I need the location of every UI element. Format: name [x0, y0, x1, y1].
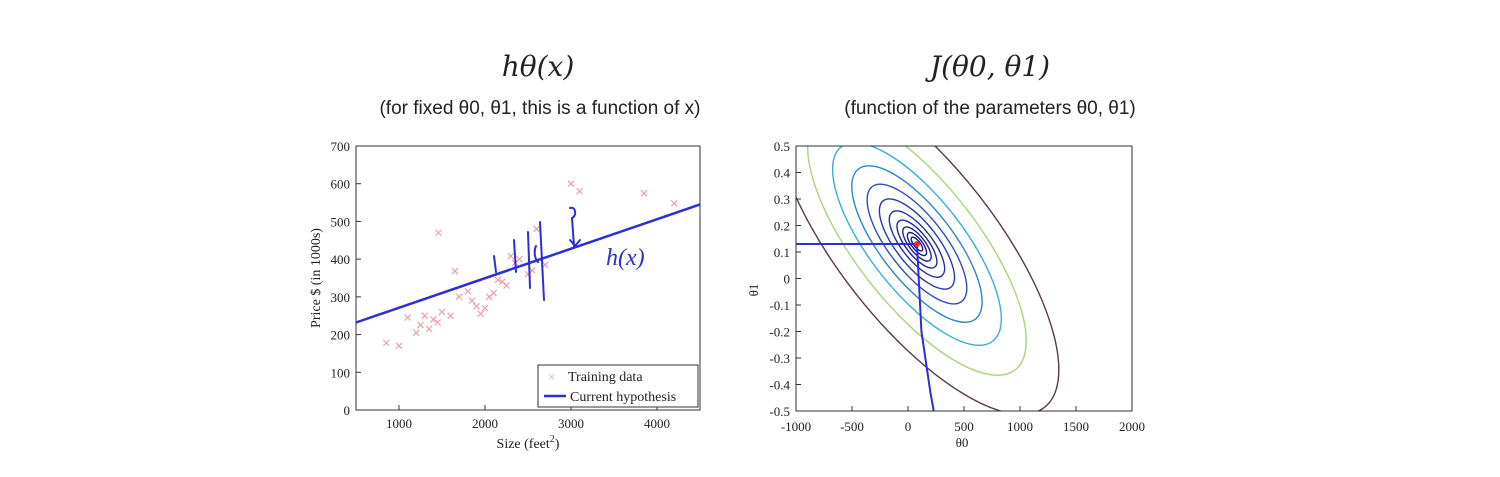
y-tick-label: 0.1: [774, 245, 790, 260]
x-tick-label: 1000: [1007, 419, 1033, 434]
training-data-point: [429, 316, 437, 323]
training-data-point: [404, 314, 412, 322]
contour-line: [878, 198, 956, 290]
training-data-point: [576, 187, 584, 195]
right-x-axis-label: θ0: [956, 435, 969, 450]
h-of-x-annotation: h(x): [606, 245, 645, 271]
x-tick-label: 2000: [1119, 419, 1145, 434]
right-subtitle: (function of the parameters θ0, θ1): [844, 98, 1136, 119]
y-tick-label: 0: [784, 272, 791, 287]
right-plot-frame: [795, 145, 1133, 412]
y-tick-label: 0.3: [774, 192, 790, 207]
training-data-point: [395, 342, 403, 350]
x-tick-label: 0: [905, 419, 912, 434]
training-data-point: [472, 302, 480, 310]
x-tick-label: 4000: [644, 416, 670, 431]
x-axis-label-close: ): [555, 437, 560, 452]
training-data-point: [567, 180, 575, 188]
training-data-point: [464, 287, 472, 295]
contour-line: [806, 146, 1027, 376]
y-tick-label: 0.5: [774, 139, 790, 154]
right-title: J(θ0, θ1): [929, 50, 1051, 83]
training-data-point: [451, 267, 459, 275]
training-data-point: [515, 255, 523, 263]
handwritten-error-marks: [493, 206, 581, 301]
training-data-point: [503, 282, 510, 289]
legend-box: [537, 364, 699, 408]
x-tick-label: 3000: [558, 416, 584, 431]
training-data-point: [455, 293, 463, 301]
handdrawn-path-line: [915, 243, 935, 411]
y-tick-label: 700: [331, 139, 351, 154]
y-tick-label: -0.5: [769, 404, 790, 419]
left-y-axis-label: Price $ (in 1000s): [309, 228, 324, 328]
training-data-point: [382, 339, 390, 347]
contour-line: [866, 183, 968, 305]
current-parameter-marker: [913, 241, 920, 248]
training-data-point: [421, 312, 429, 320]
right-y-axis-label: θ1: [746, 284, 761, 297]
hypothesis-line: [355, 203, 701, 324]
x-tick-label: 2000: [472, 416, 498, 431]
y-tick-label: 600: [331, 177, 351, 192]
training-data-point: [412, 329, 420, 337]
training-data-point: [425, 325, 433, 333]
y-tick-label: -0.1: [769, 298, 790, 313]
y-tick-label: -0.4: [769, 378, 790, 393]
legend: × Training data Current hypothesis: [537, 364, 699, 408]
contour-line: [796, 146, 1060, 411]
training-data-point: [468, 297, 476, 305]
left-subtitle: (for fixed θ0, θ1, this is a function of…: [379, 98, 701, 119]
contour-line: [896, 219, 938, 269]
training-data-point: [417, 321, 424, 329]
contour-line: [888, 210, 946, 278]
x-tick-label: 1500: [1063, 419, 1089, 434]
training-data-point: [507, 252, 515, 260]
y-tick-label: 0: [344, 403, 351, 418]
y-tick-label: 200: [331, 328, 351, 343]
x-tick-label: 500: [954, 419, 974, 434]
training-data-point: [533, 225, 541, 233]
x-axis-label-main: Size (feet: [497, 437, 550, 452]
training-data-point: [640, 189, 648, 197]
y-tick-label: 100: [331, 365, 351, 380]
contour-line: [910, 236, 924, 252]
x-tick-label: -1000: [781, 419, 811, 434]
y-tick-label: 300: [331, 290, 351, 305]
legend-hypothesis-label: Current hypothesis: [570, 390, 676, 405]
y-tick-label: -0.2: [769, 325, 790, 340]
training-data-point: [447, 312, 455, 320]
x-tick-label: 1000: [386, 416, 412, 431]
y-tick-label: 500: [331, 214, 351, 229]
training-data-point: [670, 199, 678, 207]
contour-line: [906, 231, 928, 257]
legend-training-marker: ×: [548, 369, 555, 384]
y-tick-label: 400: [331, 252, 351, 267]
training-data-point: [494, 276, 502, 284]
x-axis-label-sup: 2: [550, 434, 555, 445]
training-data-point: [481, 304, 489, 312]
training-data-point: [435, 229, 442, 237]
training-data-point: [434, 319, 442, 326]
contour-line: [902, 226, 932, 262]
hypothesis-chart: 1000 2000 3000 4000 0 100 200 300 400 500 600 700 h…: [309, 139, 701, 452]
y-tick-label: 0.4: [774, 166, 791, 181]
contour-line: [851, 165, 983, 324]
y-tick-label: -0.3: [769, 351, 790, 366]
contour-line: [831, 146, 1003, 347]
left-plot-frame: [355, 145, 701, 411]
y-tick-label: 0.2: [774, 219, 790, 234]
training-data-point: [490, 289, 498, 297]
training-data-point: [438, 308, 446, 316]
left-x-axis-label: Size (feet2): [497, 434, 560, 452]
training-data-point: [477, 310, 485, 318]
cost-contour-chart: -1000 -500 0 500 1000 1500 2000 -0.5 -0.4 -0.3 -0.…: [746, 139, 1145, 450]
legend-training-label: Training data: [568, 370, 643, 385]
left-title: hθ(x): [501, 50, 575, 83]
x-tick-label: -500: [840, 419, 864, 434]
